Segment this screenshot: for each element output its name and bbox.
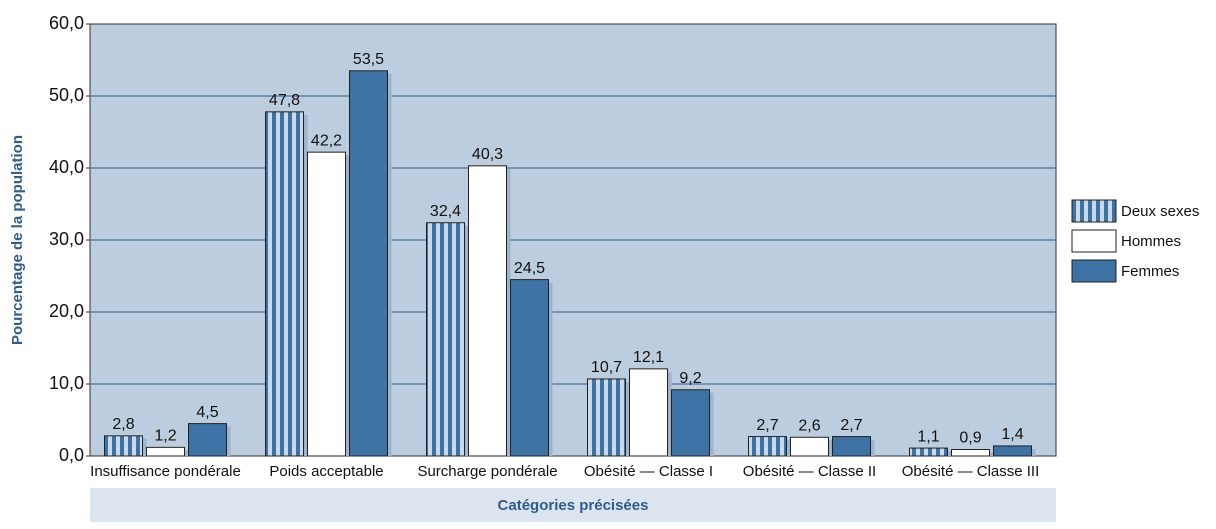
- bar: [629, 368, 668, 457]
- x-tick-label: Surcharge pondérale: [417, 463, 557, 480]
- y-tick-label: 20,0: [49, 301, 84, 321]
- value-label: 1,2: [154, 428, 176, 445]
- bar: [426, 222, 465, 457]
- value-label: 2,6: [798, 417, 820, 434]
- bar: [993, 445, 1032, 457]
- x-tick-label: Obésité — Classe III: [902, 463, 1040, 480]
- bar: [468, 165, 507, 457]
- x-tick-label: Obésité — Classe I: [584, 463, 713, 480]
- value-label: 9,2: [679, 370, 701, 387]
- bar: [671, 389, 710, 457]
- value-label: 53,5: [353, 51, 384, 68]
- legend-swatch: [1071, 229, 1117, 253]
- value-label: 1,4: [1001, 426, 1023, 443]
- bar: [188, 423, 227, 457]
- y-tick-label: 40,0: [49, 157, 84, 177]
- bar: [510, 279, 549, 457]
- value-label: 2,8: [112, 416, 134, 433]
- value-label: 0,9: [959, 430, 981, 447]
- bar: [951, 449, 990, 457]
- bar: [146, 446, 185, 457]
- value-label: 1,1: [917, 428, 939, 445]
- bar: [748, 436, 787, 457]
- bar: [307, 151, 346, 457]
- bar: [265, 111, 304, 457]
- y-tick-label: 50,0: [49, 85, 84, 105]
- y-axis-title: Pourcentage de la population: [9, 135, 26, 345]
- value-label: 42,2: [311, 132, 342, 149]
- value-label: 10,7: [591, 359, 622, 376]
- x-tick-label: Insuffisance pondérale: [90, 463, 241, 480]
- legend-label: Femmes: [1121, 263, 1179, 280]
- legend-swatch: [1071, 199, 1117, 223]
- legend-label: Hommes: [1121, 233, 1181, 250]
- value-label: 4,5: [196, 404, 218, 421]
- value-label: 32,4: [430, 203, 461, 220]
- x-axis-title: Catégories précisées: [498, 497, 649, 514]
- value-label: 24,5: [514, 260, 545, 277]
- x-tick-label: Poids acceptable: [269, 463, 383, 480]
- y-tick-label: 10,0: [49, 373, 84, 393]
- legend-label: Deux sexes: [1121, 203, 1199, 220]
- value-label: 40,3: [472, 146, 503, 163]
- y-tick-label: 60,0: [49, 13, 84, 33]
- bar: [104, 435, 143, 457]
- bar: [587, 378, 626, 457]
- value-label: 2,7: [756, 417, 778, 434]
- x-tick-label: Obésité — Classe II: [743, 463, 876, 480]
- bar: [832, 436, 871, 457]
- x-title-band: [90, 488, 1056, 522]
- value-label: 47,8: [269, 92, 300, 109]
- y-tick-label: 0,0: [59, 445, 84, 465]
- value-label: 12,1: [633, 349, 664, 366]
- legend-swatch: [1071, 259, 1117, 283]
- bar: [349, 70, 388, 457]
- bar: [909, 447, 948, 457]
- bar: [790, 436, 829, 457]
- y-tick-label: 30,0: [49, 229, 84, 249]
- value-label: 2,7: [840, 417, 862, 434]
